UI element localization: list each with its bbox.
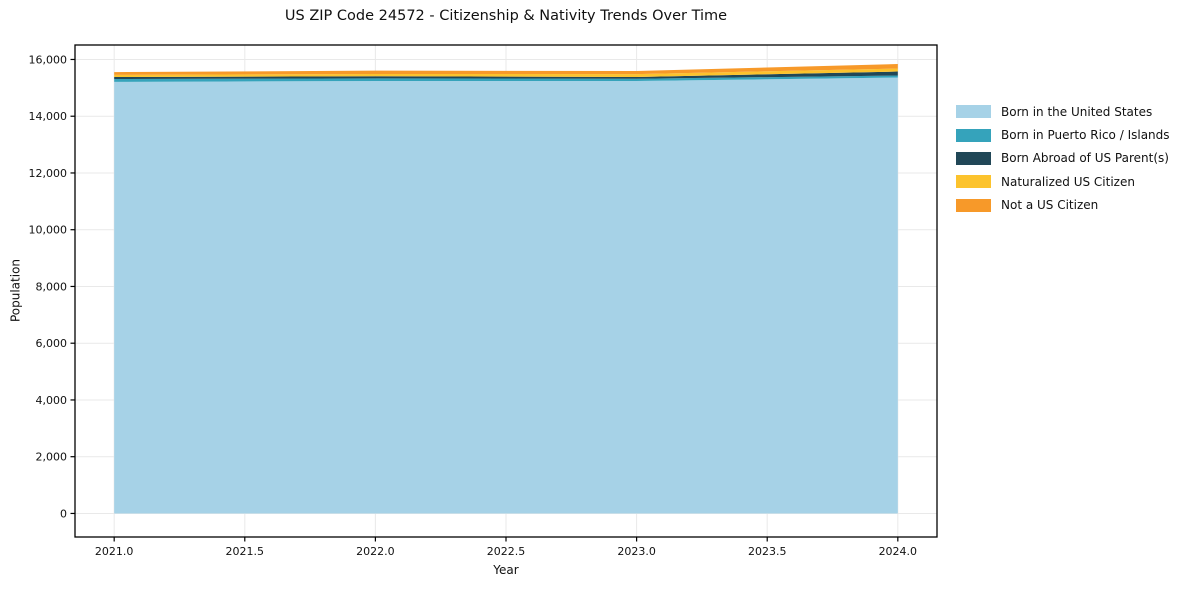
legend-item: Not a US Citizen bbox=[956, 194, 1170, 217]
x-axis-label: Year bbox=[493, 563, 519, 577]
area-series bbox=[114, 64, 898, 75]
legend-label: Born in the United States bbox=[1001, 104, 1153, 119]
legend-label: Born Abroad of US Parent(s) bbox=[1001, 151, 1169, 166]
x-tick-label: 2023.0 bbox=[617, 545, 656, 558]
legend-label: Naturalized US Citizen bbox=[1001, 174, 1135, 189]
y-tick-label: 2,000 bbox=[36, 451, 68, 464]
legend-item: Born in Puerto Rico / Islands bbox=[956, 123, 1170, 146]
legend-label: Not a US Citizen bbox=[1001, 198, 1099, 213]
y-tick-label: 10,000 bbox=[29, 224, 68, 237]
x-tick-label: 2021.0 bbox=[95, 545, 134, 558]
x-tick-label: 2022.0 bbox=[356, 545, 395, 558]
y-tick-label: 8,000 bbox=[36, 280, 68, 293]
area-series bbox=[114, 71, 898, 80]
legend-item: Born in the United States bbox=[956, 100, 1170, 123]
y-tick-label: 14,000 bbox=[29, 110, 68, 123]
legend-item: Naturalized US Citizen bbox=[956, 170, 1170, 193]
legend-swatch bbox=[956, 175, 991, 189]
y-tick-label: 4,000 bbox=[36, 394, 68, 407]
x-tick-label: 2024.0 bbox=[879, 545, 918, 558]
x-tick-label: 2022.5 bbox=[487, 545, 526, 558]
legend-swatch bbox=[956, 105, 991, 119]
legend: Born in the United States Born in Puerto … bbox=[956, 100, 1170, 217]
y-tick-label: 6,000 bbox=[36, 337, 68, 350]
y-tick-label: 0 bbox=[60, 507, 67, 520]
legend-swatch bbox=[956, 198, 991, 212]
legend-swatch bbox=[956, 151, 991, 165]
y-tick-label: 16,000 bbox=[29, 53, 68, 66]
area-series bbox=[114, 77, 898, 514]
y-axis-label: Population bbox=[8, 258, 23, 323]
x-tick-label: 2023.5 bbox=[748, 545, 787, 558]
legend-item: Born Abroad of US Parent(s) bbox=[956, 147, 1170, 170]
legend-label: Born in Puerto Rico / Islands bbox=[1001, 128, 1170, 143]
legend-swatch bbox=[956, 128, 991, 142]
area-series bbox=[114, 75, 898, 82]
x-tick-label: 2021.5 bbox=[226, 545, 265, 558]
y-tick-label: 12,000 bbox=[29, 167, 68, 180]
area-series bbox=[114, 68, 898, 78]
chart-title: US ZIP Code 24572 - Citizenship & Nativi… bbox=[284, 8, 728, 24]
